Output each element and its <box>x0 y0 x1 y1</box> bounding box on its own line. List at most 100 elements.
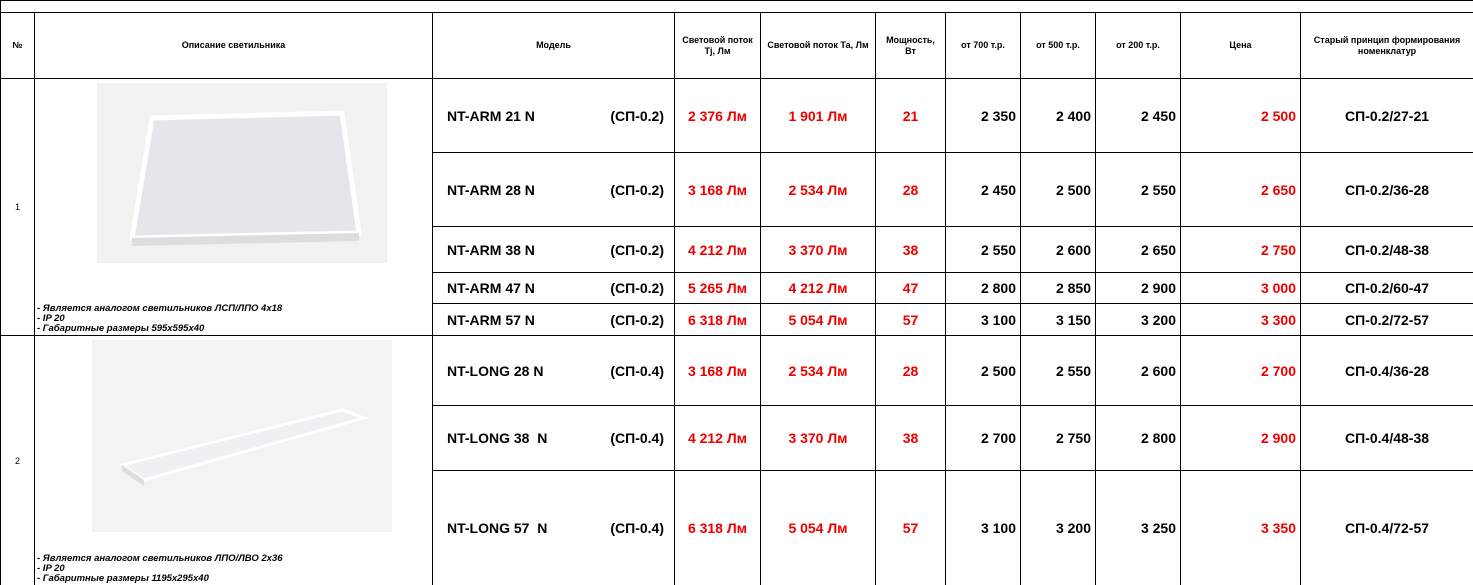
model-name: NT-ARM 47 N <box>447 280 535 296</box>
p200-cell: 2 450 <box>1096 79 1181 153</box>
model-cell: NT-LONG 57 N (СП-0.4) <box>433 471 675 585</box>
p200-cell: 2 900 <box>1096 273 1181 304</box>
model-cell: NT-ARM 38 N (СП-0.2) <box>433 227 675 273</box>
flux-ta-cell: 3 370 Лм <box>761 406 876 471</box>
flux-tj-cell: 2 376 Лм <box>675 79 761 153</box>
power-cell: 57 <box>876 471 946 585</box>
power-cell: 47 <box>876 273 946 304</box>
p200-cell: 2 650 <box>1096 227 1181 273</box>
p200-cell: 3 200 <box>1096 304 1181 336</box>
old-cell: СП-0.4/36-28 <box>1301 336 1473 406</box>
price-cell: 3 350 <box>1181 471 1301 585</box>
flux-tj-cell: 6 318 Лм <box>675 471 761 585</box>
p500-cell: 2 550 <box>1021 336 1096 406</box>
header-cell: от 500 т.р. <box>1021 13 1096 79</box>
header-cell: от 700 т.р. <box>946 13 1021 79</box>
model-wrap: NT-ARM 57 N (СП-0.2) <box>437 312 670 328</box>
p200-cell: 2 600 <box>1096 336 1181 406</box>
header-cell: Описание светильника <box>35 13 433 79</box>
p700-cell: 2 450 <box>946 153 1021 227</box>
p700-cell: 2 700 <box>946 406 1021 471</box>
flux-ta-cell: 2 534 Лм <box>761 153 876 227</box>
product-photo <box>92 340 392 532</box>
description-line: - Является аналогом светильников ЛСП/ЛПО… <box>37 304 282 314</box>
flux-ta-cell: 5 054 Лм <box>761 304 876 336</box>
model-wrap: NT-LONG 57 N (СП-0.4) <box>437 520 670 536</box>
model-code: (СП-0.2) <box>610 280 664 296</box>
model-code: (СП-0.4) <box>610 430 664 446</box>
power-cell: 28 <box>876 153 946 227</box>
description-text: - Является аналогом светильников ЛПО/ЛВО… <box>37 554 283 584</box>
power-cell: 38 <box>876 406 946 471</box>
p700-cell: 3 100 <box>946 471 1021 585</box>
p700-cell: 2 800 <box>946 273 1021 304</box>
flux-tj-cell: 4 212 Лм <box>675 406 761 471</box>
model-wrap: NT-ARM 21 N (СП-0.2) <box>437 108 670 124</box>
model-code: (СП-0.2) <box>610 108 664 124</box>
p500-cell: 3 200 <box>1021 471 1096 585</box>
model-name: NT-ARM 38 N <box>447 242 535 258</box>
power-cell: 57 <box>876 304 946 336</box>
price-cell: 2 650 <box>1181 153 1301 227</box>
description-line: - Габаритные размеры 1195x295x40 <box>37 574 283 584</box>
p500-cell: 3 150 <box>1021 304 1096 336</box>
flux-ta-cell: 4 212 Лм <box>761 273 876 304</box>
description-line: - Габаритные размеры 595x595x40 <box>37 324 282 334</box>
flux-tj-cell: 6 318 Лм <box>675 304 761 336</box>
model-code: (СП-0.2) <box>610 242 664 258</box>
top-band <box>1 1 1473 13</box>
header-cell: Световой поток Та, Лм <box>761 13 876 79</box>
header-cell: Старый принцип формирования номенклатур <box>1301 13 1473 79</box>
description-cell: - Является аналогом светильников ЛСП/ЛПО… <box>35 79 433 336</box>
row-number: 2 <box>1 336 35 585</box>
model-cell: NT-ARM 47 N (СП-0.2) <box>433 273 675 304</box>
model-cell: NT-LONG 38 N (СП-0.4) <box>433 406 675 471</box>
p200-cell: 2 800 <box>1096 406 1181 471</box>
flux-ta-cell: 1 901 Лм <box>761 79 876 153</box>
row-number: 1 <box>1 79 35 336</box>
old-cell: СП-0.4/48-38 <box>1301 406 1473 471</box>
header-cell: Цена <box>1181 13 1301 79</box>
model-name: NT-ARM 21 N <box>447 108 535 124</box>
power-cell: 28 <box>876 336 946 406</box>
model-code: (СП-0.2) <box>610 312 664 328</box>
old-cell: СП-0.2/48-38 <box>1301 227 1473 273</box>
product-photo <box>97 83 387 263</box>
header-cell: Мощность, Вт <box>876 13 946 79</box>
old-cell: СП-0.4/72-57 <box>1301 471 1473 585</box>
old-cell: СП-0.2/36-28 <box>1301 153 1473 227</box>
header-cell: № <box>1 13 35 79</box>
p500-cell: 2 600 <box>1021 227 1096 273</box>
model-name: NT-LONG 28 N <box>447 363 543 379</box>
flux-ta-cell: 3 370 Лм <box>761 227 876 273</box>
old-cell: СП-0.2/27-21 <box>1301 79 1473 153</box>
p500-cell: 2 500 <box>1021 153 1096 227</box>
power-cell: 21 <box>876 79 946 153</box>
description-cell: - Является аналогом светильников ЛПО/ЛВО… <box>35 336 433 585</box>
model-name: NT-LONG 38 N <box>447 430 547 446</box>
price-table: №Описание светильникаМодельСветовой пото… <box>0 0 1473 585</box>
data-row: 2- Является аналогом светильников ЛПО/ЛВ… <box>1 336 1473 406</box>
power-cell: 38 <box>876 227 946 273</box>
flux-ta-cell: 2 534 Лм <box>761 336 876 406</box>
model-code: (СП-0.4) <box>610 520 664 536</box>
price-cell: 2 750 <box>1181 227 1301 273</box>
p700-cell: 2 550 <box>946 227 1021 273</box>
model-name: NT-LONG 57 N <box>447 520 547 536</box>
old-cell: СП-0.2/60-47 <box>1301 273 1473 304</box>
old-cell: СП-0.2/72-57 <box>1301 304 1473 336</box>
flux-tj-cell: 3 168 Лм <box>675 153 761 227</box>
p500-cell: 2 400 <box>1021 79 1096 153</box>
p700-cell: 2 350 <box>946 79 1021 153</box>
price-cell: 2 500 <box>1181 79 1301 153</box>
price-cell: 2 700 <box>1181 336 1301 406</box>
p700-cell: 2 500 <box>946 336 1021 406</box>
flux-tj-cell: 5 265 Лм <box>675 273 761 304</box>
model-name: NT-ARM 57 N <box>447 312 535 328</box>
model-cell: NT-LONG 28 N(СП-0.4) <box>433 336 675 406</box>
model-wrap: NT-ARM 28 N(СП-0.2) <box>437 182 670 198</box>
model-wrap: NT-LONG 38 N (СП-0.4) <box>437 430 670 446</box>
model-cell: NT-ARM 21 N (СП-0.2) <box>433 79 675 153</box>
p500-cell: 2 850 <box>1021 273 1096 304</box>
